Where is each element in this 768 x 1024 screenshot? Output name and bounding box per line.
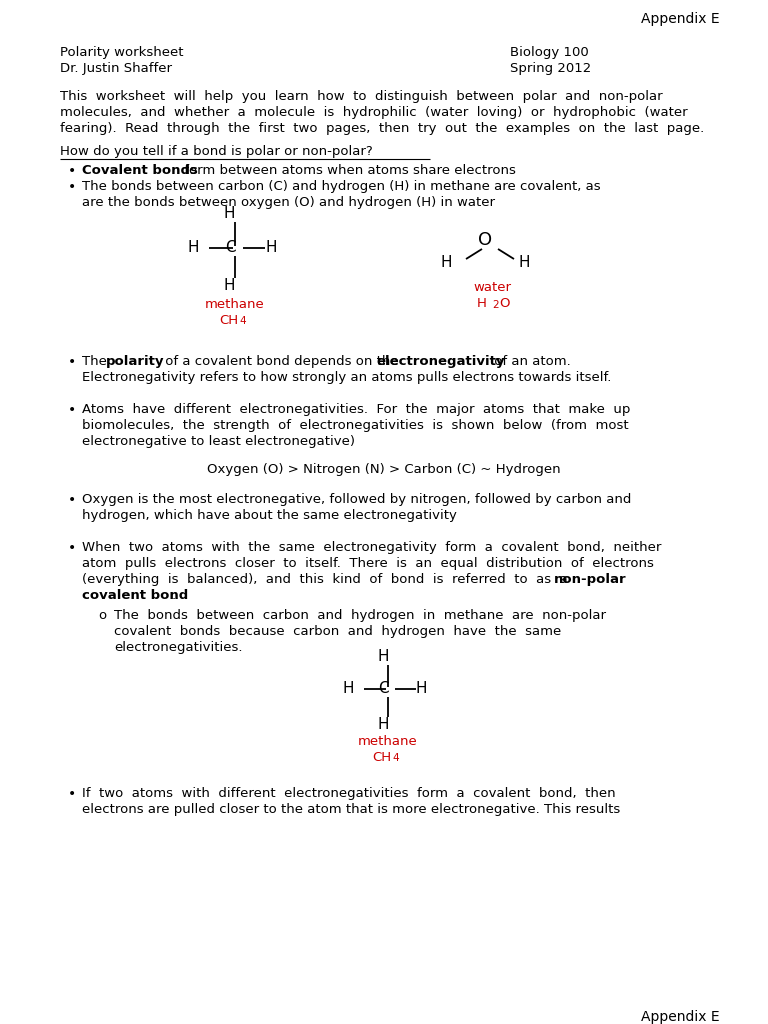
Text: Oxygen is the most electronegative, followed by nitrogen, followed by carbon and: Oxygen is the most electronegative, foll… [82,493,631,506]
Text: (everything  is  balanced),  and  this  kind  of  bond  is  referred  to  as  a: (everything is balanced), and this kind … [82,573,572,586]
Text: 2: 2 [493,300,499,310]
Text: of an atom.: of an atom. [490,355,571,368]
Text: Appendix E: Appendix E [641,12,720,26]
Text: •: • [68,541,76,555]
Text: atom  pulls  electrons  closer  to  itself.  There  is  an  equal  distribution : atom pulls electrons closer to itself. T… [82,557,654,570]
Text: H: H [518,255,530,270]
Text: H: H [377,649,389,664]
Text: •: • [68,180,76,194]
Text: hydrogen, which have about the same electronegativity: hydrogen, which have about the same elec… [82,509,457,522]
Text: If  two  atoms  with  different  electronegativities  form  a  covalent  bond,  : If two atoms with different electronegat… [82,787,616,800]
Text: methane: methane [358,735,418,748]
Text: molecules,  and  whether  a  molecule  is  hydrophilic  (water  loving)  or  hyd: molecules, and whether a molecule is hyd… [60,106,687,119]
Text: biomolecules,  the  strength  of  electronegativities  is  shown  below  (from  : biomolecules, the strength of electroneg… [82,419,629,432]
Text: H: H [415,681,427,696]
Text: H: H [223,206,235,221]
Text: CH: CH [372,751,392,764]
Text: •: • [68,355,76,369]
Text: are the bonds between oxygen (O) and hydrogen (H) in water: are the bonds between oxygen (O) and hyd… [82,196,495,209]
Text: fearing).  Read  through  the  first  two  pages,  then  try  out  the  examples: fearing). Read through the first two pag… [60,122,704,135]
Text: Electronegativity refers to how strongly an atoms pulls electrons towards itself: Electronegativity refers to how strongly… [82,371,611,384]
Text: CH: CH [220,314,239,327]
Text: Covalent bonds: Covalent bonds [82,164,198,177]
Text: •: • [68,164,76,178]
Text: H: H [477,297,487,310]
Text: polarity: polarity [106,355,164,368]
Text: non-polar: non-polar [554,573,627,586]
Text: This  worksheet  will  help  you  learn  how  to  distinguish  between  polar  a: This worksheet will help you learn how t… [60,90,663,103]
Text: form between atoms when atoms share electrons: form between atoms when atoms share elec… [180,164,516,177]
Text: •: • [68,403,76,417]
Text: Dr. Justin Shaffer: Dr. Justin Shaffer [60,62,172,75]
Text: H: H [440,255,452,270]
Text: H: H [265,240,276,255]
Text: H: H [377,717,389,732]
Text: Polarity worksheet: Polarity worksheet [60,46,184,59]
Text: How do you tell if a bond is polar or non-polar?: How do you tell if a bond is polar or no… [60,145,372,158]
Text: .: . [172,589,176,602]
Text: C: C [225,240,235,255]
Text: C: C [378,681,389,696]
Text: o: o [98,609,106,622]
Text: When  two  atoms  with  the  same  electronegativity  form  a  covalent  bond,  : When two atoms with the same electronega… [82,541,661,554]
Text: covalent  bonds  because  carbon  and  hydrogen  have  the  same: covalent bonds because carbon and hydrog… [114,625,561,638]
Text: covalent bond: covalent bond [82,589,188,602]
Text: electronegativities.: electronegativities. [114,641,243,654]
Text: 4: 4 [392,753,399,763]
Text: Spring 2012: Spring 2012 [510,62,591,75]
Text: The bonds between carbon (C) and hydrogen (H) in methane are covalent, as: The bonds between carbon (C) and hydroge… [82,180,601,193]
Text: Atoms  have  different  electronegativities.  For  the  major  atoms  that  make: Atoms have different electronegativities… [82,403,631,416]
Text: of a covalent bond depends on the: of a covalent bond depends on the [161,355,403,368]
Text: electronegative to least electronegative): electronegative to least electronegative… [82,435,355,449]
Text: Appendix E: Appendix E [641,1010,720,1024]
Text: The: The [82,355,111,368]
Text: Biology 100: Biology 100 [510,46,589,59]
Text: The  bonds  between  carbon  and  hydrogen  in  methane  are  non-polar: The bonds between carbon and hydrogen in… [114,609,606,622]
Text: •: • [68,493,76,507]
Text: water: water [473,281,511,294]
Text: O: O [478,231,492,249]
Text: H: H [187,240,199,255]
Text: Oxygen (O) > Nitrogen (N) > Carbon (C) ~ Hydrogen: Oxygen (O) > Nitrogen (N) > Carbon (C) ~… [207,463,561,476]
Text: 4: 4 [240,316,247,326]
Text: O: O [500,297,510,310]
Text: H: H [223,278,235,293]
Text: methane: methane [205,298,265,311]
Text: •: • [68,787,76,801]
Text: H: H [343,681,354,696]
Text: electronegativity: electronegativity [376,355,505,368]
Text: electrons are pulled closer to the atom that is more electronegative. This resul: electrons are pulled closer to the atom … [82,803,621,816]
